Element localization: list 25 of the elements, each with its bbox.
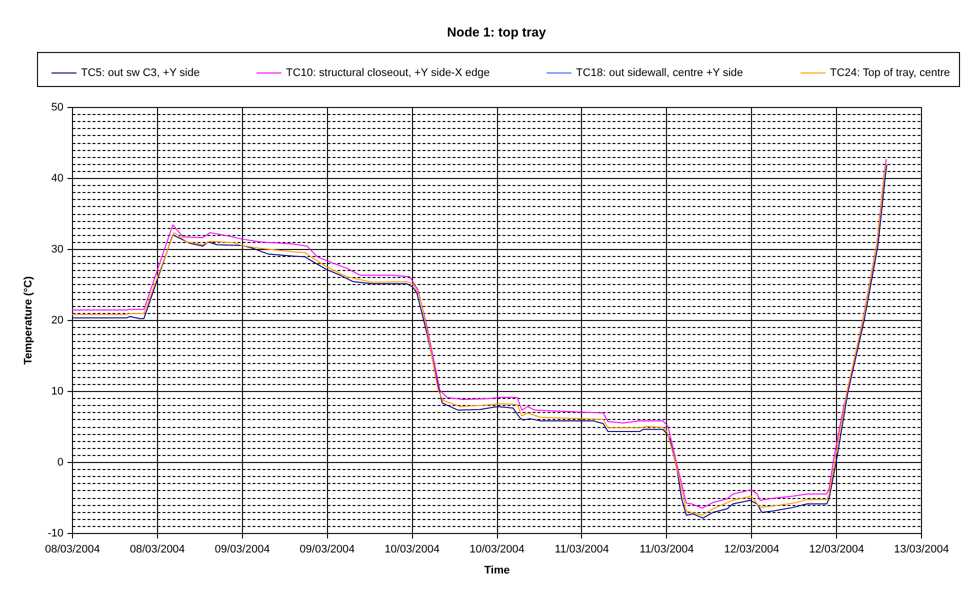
x-axis-title: Time [484, 564, 510, 576]
chart-title: Node 1: top tray [447, 24, 547, 40]
y-tick-label: 0 [57, 456, 64, 468]
x-tick-label: 12/03/2004 [724, 544, 780, 556]
x-tick-label: 12/03/2004 [809, 544, 864, 556]
y-tick-label: 20 [51, 314, 64, 326]
legend-label: TC24: Top of tray, centre [830, 67, 950, 79]
x-tick-label: 09/03/2004 [300, 544, 355, 556]
x-tick-label: 13/03/2004 [894, 544, 950, 556]
x-tick-label: 11/03/2004 [640, 544, 694, 556]
x-tick-label: 08/03/2004 [44, 544, 100, 556]
x-tick-label: 10/03/2004 [469, 544, 525, 556]
y-tick-label: 10 [51, 386, 64, 398]
y-tick-label: -10 [48, 528, 64, 540]
y-tick-label: 30 [51, 244, 64, 256]
legend-label: TC10: structural closeout, +Y side-X edge [286, 67, 490, 79]
x-tick-label: 08/03/2004 [130, 544, 185, 556]
legend-label: TC18: out sidewall, centre +Y side [576, 67, 744, 79]
y-axis-title: Temperature (°C) [22, 276, 35, 365]
x-tick-label: 09/03/2004 [214, 544, 270, 556]
y-tick-label: 50 [51, 102, 64, 114]
y-tick-label: 40 [51, 172, 64, 184]
x-tick-label: 10/03/2004 [384, 544, 440, 556]
legend-label: TC5: out sw C3, +Y side [81, 67, 200, 79]
x-tick-label: 11/03/2004 [554, 544, 610, 556]
